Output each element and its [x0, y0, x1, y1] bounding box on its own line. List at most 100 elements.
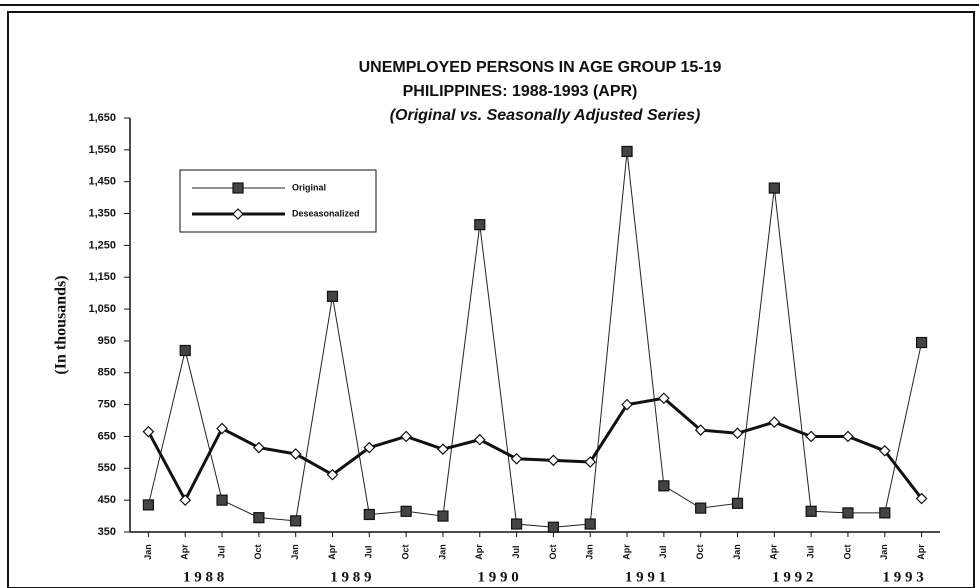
data-point [658, 392, 670, 405]
data-point [731, 427, 744, 440]
data-point [621, 145, 633, 158]
y-tick-label: 950 [98, 335, 116, 347]
y-tick-label: 750 [98, 399, 116, 411]
data-point [842, 507, 854, 519]
x-tick-label: Jan [437, 544, 447, 560]
data-point [658, 480, 670, 492]
data-point [842, 430, 854, 443]
year-label: 1 9 8 8 [183, 569, 224, 585]
data-point [547, 454, 560, 467]
y-tick-label: 450 [98, 494, 116, 506]
data-point [326, 290, 339, 302]
data-point [363, 441, 376, 454]
chart-subtitle: PHILIPPINES: 1988-1993 (APR) [403, 83, 638, 100]
data-point [879, 507, 891, 519]
x-tick-label: Jan [290, 544, 300, 560]
chart-note: (Original vs. Seasonally Adjusted Series… [390, 107, 701, 124]
data-point [547, 521, 560, 533]
data-point [915, 336, 928, 349]
x-tick-label: Apr [180, 544, 190, 560]
y-tick-label: 1,650 [88, 112, 116, 124]
y-tick-label: 850 [98, 367, 116, 379]
legend-label: Original [292, 182, 326, 192]
year-label: 1 9 9 2 [772, 569, 813, 585]
data-point [584, 518, 596, 530]
data-point [805, 430, 817, 443]
data-point [694, 424, 707, 436]
y-axis-label: (In thousands) [53, 275, 70, 374]
y-tick-label: 650 [98, 430, 116, 442]
x-tick-label: Jul [806, 545, 816, 558]
data-point [915, 492, 928, 505]
y-tick-label: 1,050 [88, 303, 116, 315]
data-point [473, 433, 486, 446]
x-tick-label: Jul [511, 545, 521, 558]
x-tick-label: Oct [695, 544, 705, 559]
data-point [437, 510, 449, 522]
y-tick-label: 1,250 [88, 239, 116, 251]
x-tick-label: Oct [548, 544, 558, 559]
x-tick-label: Jan [143, 544, 153, 560]
data-point [216, 494, 228, 506]
year-label: 1 9 8 9 [330, 569, 371, 585]
x-tick-label: Jan [879, 544, 889, 560]
x-tick-label: Jan [732, 544, 742, 560]
y-tick-label: 1,350 [88, 207, 116, 219]
data-point [768, 182, 780, 194]
data-point [179, 344, 191, 357]
x-tick-label: Apr [327, 544, 337, 560]
y-tick-label: 550 [98, 462, 116, 474]
frame [7, 11, 975, 588]
y-tick-label: 1,150 [88, 271, 116, 283]
x-tick-label: Apr [474, 544, 484, 560]
legend-label: Deseasonalized [292, 208, 360, 218]
x-tick-label: Apr [769, 544, 779, 560]
data-point [400, 430, 412, 443]
data-point [510, 452, 523, 465]
data-point [731, 497, 744, 509]
x-tick-label: Oct [842, 544, 852, 559]
x-tick-label: Oct [253, 544, 263, 559]
data-point [289, 448, 302, 460]
data-point [179, 494, 192, 507]
data-point [695, 502, 707, 514]
legend-marker [232, 182, 244, 194]
x-tick-label: Jul [658, 545, 668, 558]
x-tick-label: Jan [585, 544, 595, 560]
data-point [363, 508, 375, 521]
year-label: 1 9 9 3 [883, 569, 924, 585]
data-point [142, 425, 155, 438]
data-point [768, 416, 781, 428]
data-point [805, 505, 817, 517]
data-point [878, 444, 891, 457]
legend-box [179, 169, 377, 233]
chart-title: UNEMPLOYED PERSONS IN AGE GROUP 15-19 [359, 59, 722, 76]
y-tick-label: 1,550 [88, 144, 116, 156]
data-point [400, 505, 412, 517]
data-point [253, 512, 265, 524]
y-tick-label: 350 [98, 526, 116, 538]
legend-marker [232, 208, 244, 220]
x-tick-label: Apr [916, 544, 926, 560]
data-point [474, 219, 486, 231]
x-tick-label: Jul [216, 545, 226, 558]
data-point [326, 468, 339, 481]
series-line [147, 151, 923, 528]
data-point [510, 518, 523, 530]
data-point [290, 515, 302, 527]
data-point [142, 499, 155, 511]
x-tick-label: Oct [401, 544, 411, 559]
x-tick-label: Apr [621, 544, 631, 560]
data-point [621, 398, 633, 411]
series-line [147, 396, 923, 504]
data-point [216, 422, 228, 435]
year-label: 1 9 9 0 [478, 569, 519, 585]
data-point [437, 443, 449, 456]
data-point [584, 456, 597, 468]
data-point [253, 441, 265, 454]
x-tick-label: Jul [364, 545, 374, 558]
year-label: 1 9 9 1 [625, 569, 666, 585]
y-tick-label: 1,450 [88, 176, 116, 188]
